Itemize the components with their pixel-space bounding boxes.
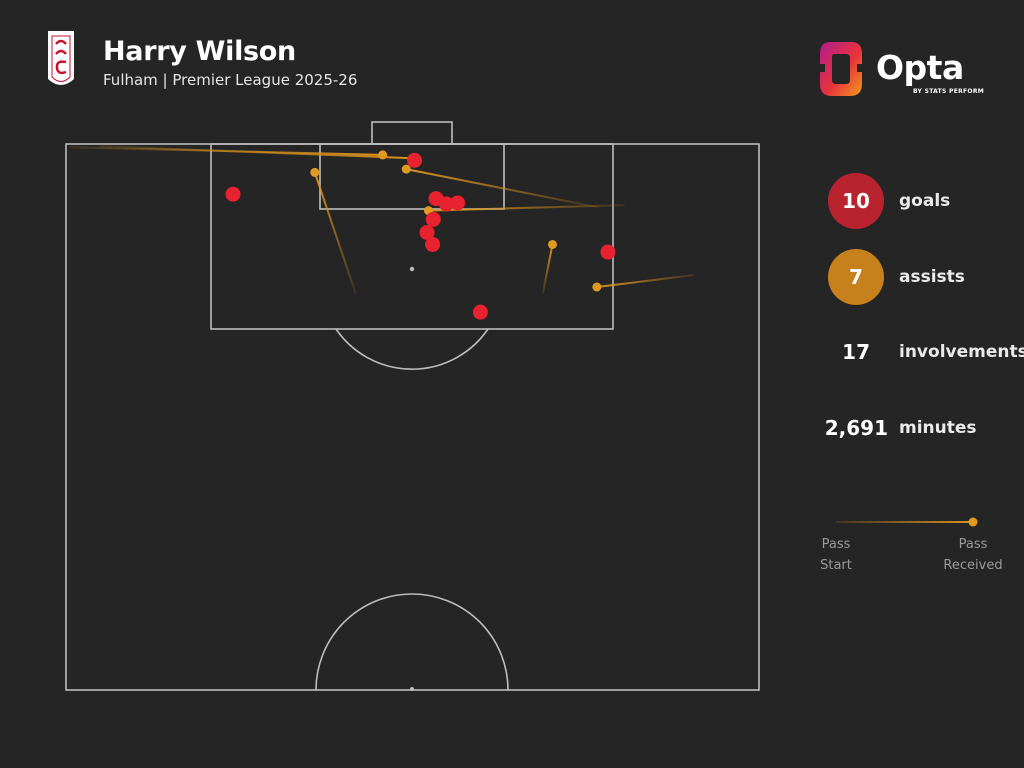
goals-label: goals	[899, 191, 951, 211]
opta-mark-icon	[817, 42, 865, 96]
center-circle	[315, 593, 509, 691]
legend-pass-received: Pass Received	[943, 537, 1003, 573]
assist-pass-line	[541, 244, 554, 294]
goal-shot-dot	[425, 236, 441, 252]
opta-logo: Opta BY STATS PERFORM	[817, 40, 988, 100]
assist-pass-line	[406, 168, 599, 209]
goals-count: 10	[828, 173, 884, 229]
goal	[371, 121, 453, 145]
involvements-label: involvements	[899, 342, 1024, 362]
penalty-arc	[335, 328, 489, 370]
opta-tagline: BY STATS PERFORM	[913, 88, 985, 95]
involvements-stat: 17 involvements	[814, 324, 1024, 380]
goal-shot-dot	[472, 304, 488, 320]
assist-received-dot	[401, 164, 411, 174]
goal-shot-dot	[600, 244, 616, 260]
assists-label: assists	[899, 267, 965, 287]
fulham-crest-icon	[48, 31, 74, 85]
assists-count: 7	[828, 249, 884, 305]
assist-received-dot	[547, 239, 557, 249]
assist-received-dot	[310, 167, 320, 177]
goals-stat: 10 goals	[828, 173, 950, 229]
goal-shot-dot	[438, 196, 454, 212]
pitch-outline	[65, 143, 760, 691]
assist-received-dot	[592, 282, 602, 292]
assist-pass-line	[596, 274, 694, 289]
assist-pass-line	[99, 145, 413, 160]
involvements-count: 17	[842, 340, 870, 364]
assist-pass-line	[428, 204, 625, 212]
penalty-spot	[409, 266, 415, 272]
minutes-count: 2,691	[824, 416, 888, 440]
assist-pass-line	[313, 172, 357, 294]
assists-stat: 7 assists	[828, 249, 965, 305]
penalty-box	[210, 143, 614, 330]
opta-wordmark: Opta	[876, 48, 964, 87]
player-name: Harry Wilson	[103, 36, 296, 67]
page-subtitle: Fulham | Premier League 2025-26	[103, 71, 358, 89]
minutes-label: minutes	[899, 418, 977, 438]
goal-shot-dot	[425, 211, 441, 227]
minutes-stat: 2,691 minutes	[814, 400, 977, 456]
legend-pass-start: Pass Start	[820, 537, 852, 573]
goal-shot-dot	[407, 152, 423, 168]
goal-shot-dot	[419, 224, 435, 240]
goal-shot-dot	[450, 195, 466, 211]
goal-shot-dot	[225, 186, 241, 202]
center-spot	[410, 687, 414, 691]
